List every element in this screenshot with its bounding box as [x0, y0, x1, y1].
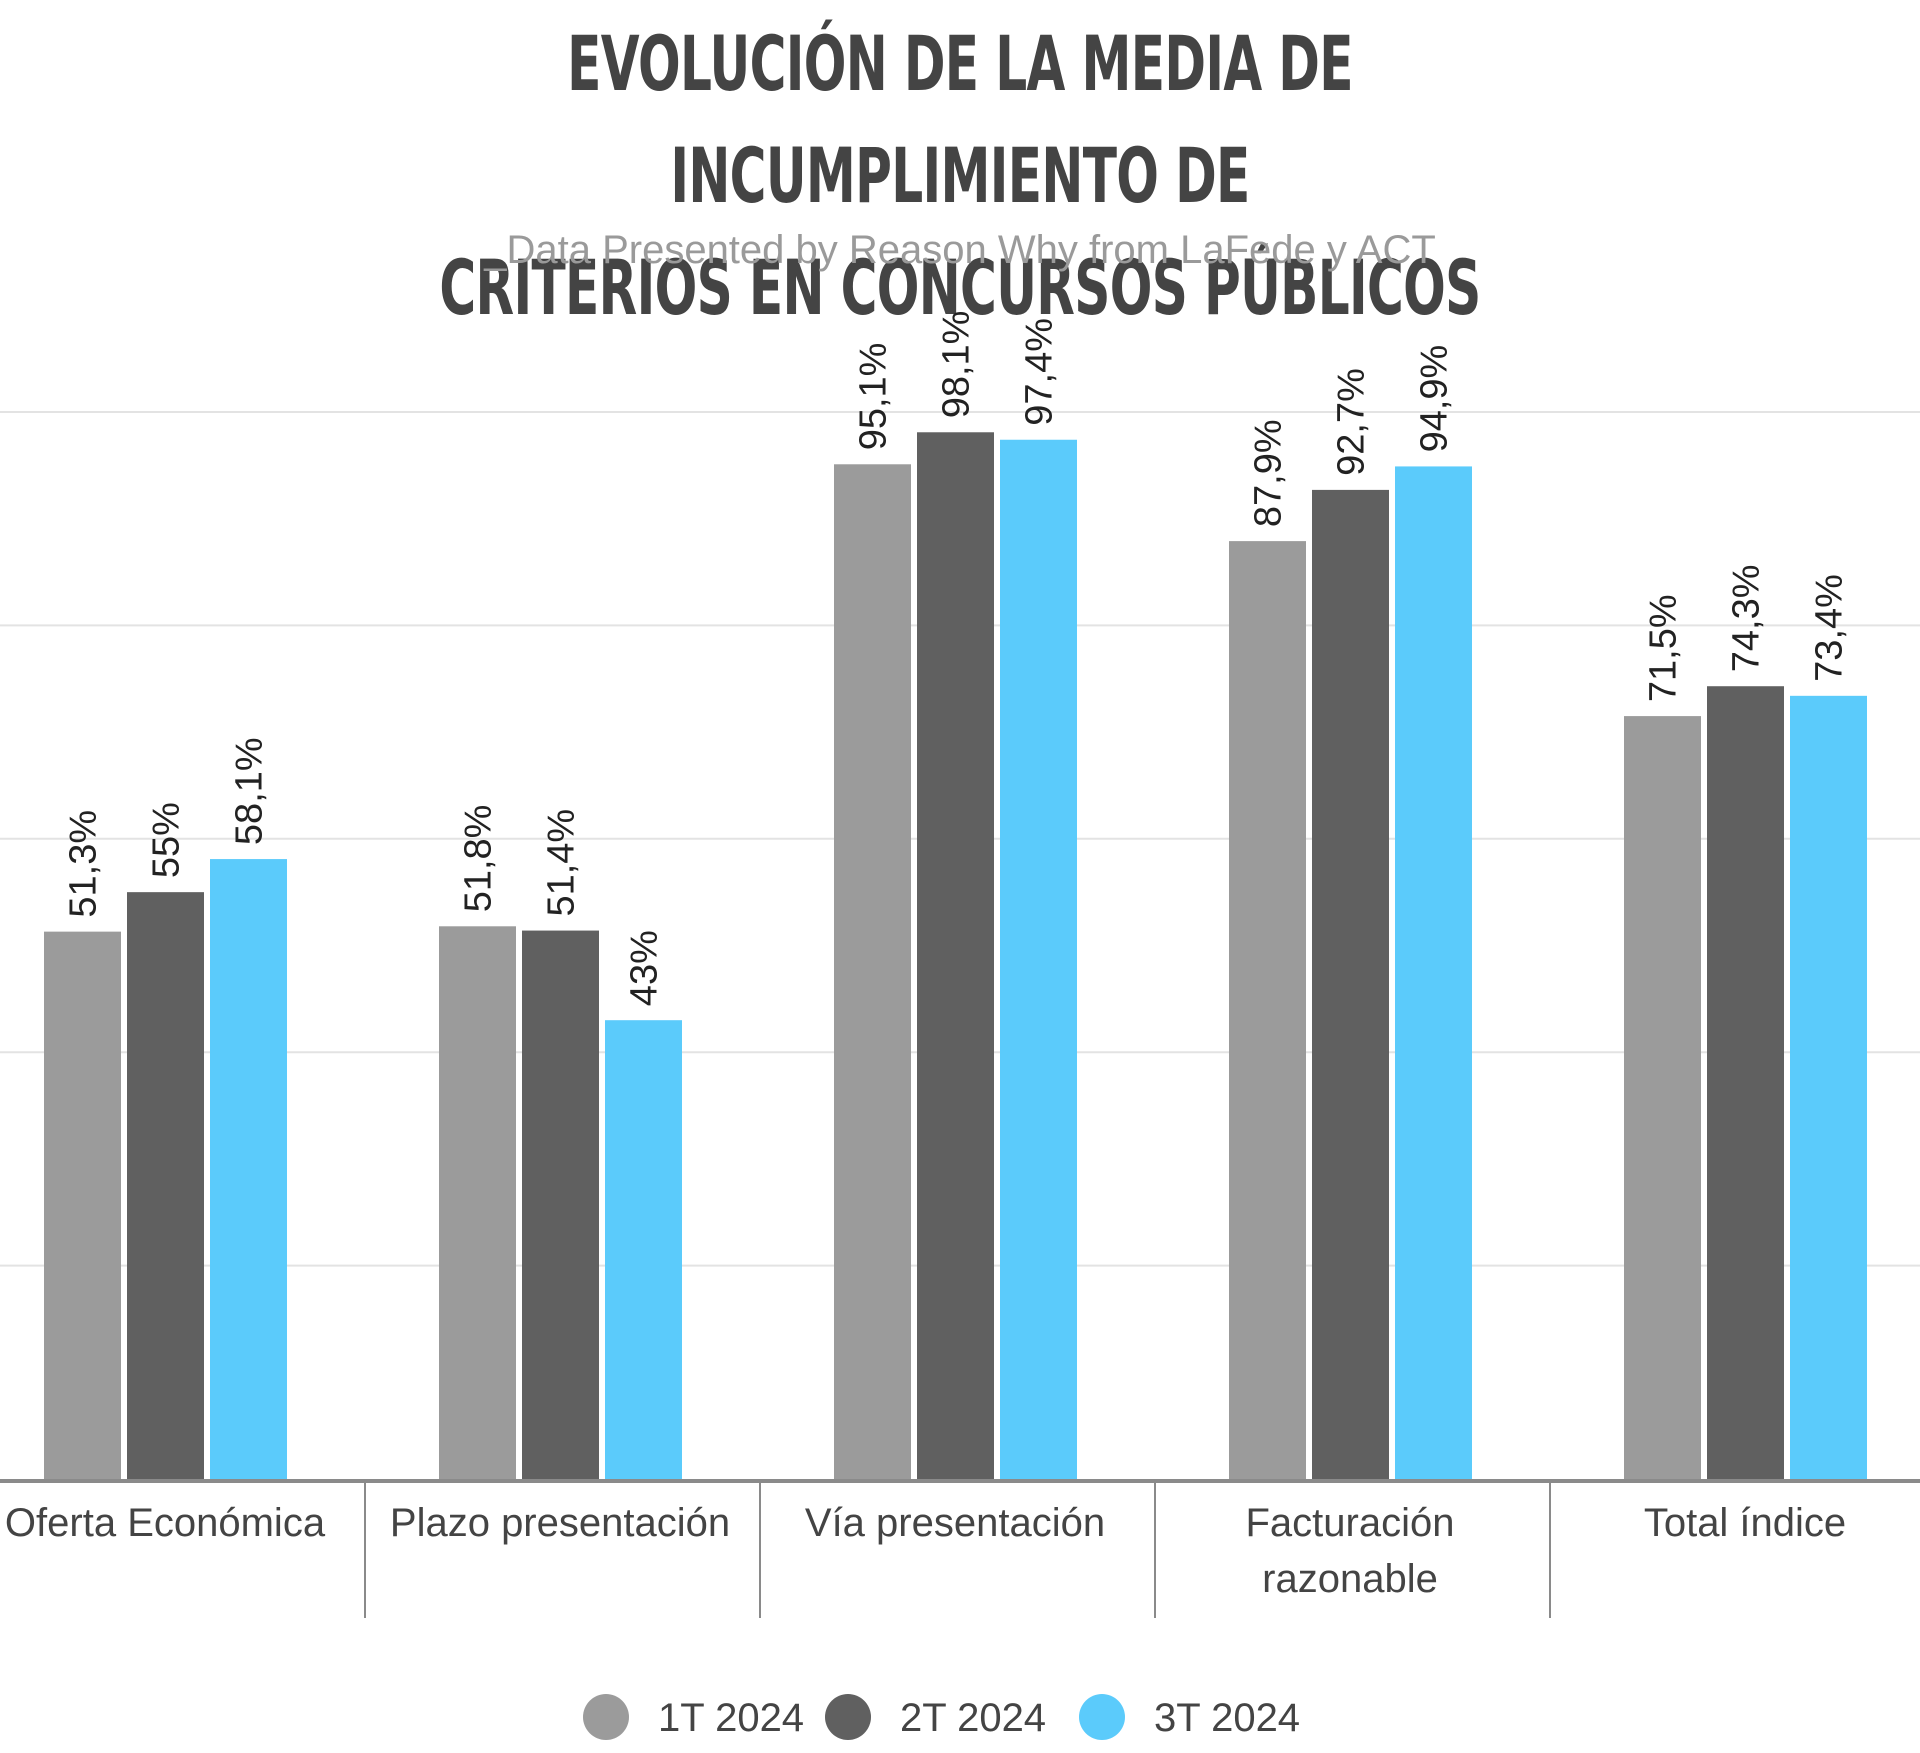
bar-2-2t-2024 [522, 930, 599, 1479]
value-label: 55% [146, 802, 188, 878]
title-line-1: EVOLUCIÓN DE LA MEDIA DE INCUMPLIMIENTO … [567, 19, 1353, 220]
legend-label: 3T 2024 [1154, 1696, 1300, 1740]
legend-marker [825, 1694, 871, 1740]
category-label: Oferta Económica [5, 1501, 326, 1545]
value-label: 58,1% [229, 737, 271, 845]
value-label: 74,3% [1726, 564, 1768, 672]
legend-label: 2T 2024 [900, 1696, 1046, 1740]
value-label: 97,4% [1019, 318, 1061, 426]
bar-1-2t-2024 [127, 892, 204, 1479]
chart-subtitle: _Data Presented by Reason Why from LaFed… [484, 228, 1436, 272]
bar-5-1t-2024 [1624, 716, 1701, 1479]
category-label: Plazo presentación [390, 1501, 730, 1545]
bar-3-1t-2024 [834, 464, 911, 1480]
bar-3-2t-2024 [917, 432, 994, 1480]
value-label: 98,1% [936, 311, 978, 419]
value-label: 95,1% [853, 343, 895, 451]
legend-marker [583, 1694, 629, 1740]
value-label: 94,9% [1414, 345, 1456, 453]
bar-4-1t-2024 [1229, 541, 1306, 1479]
bar-1-3t-2024 [210, 859, 287, 1479]
value-label: 43% [624, 930, 666, 1006]
bar-4-2t-2024 [1312, 489, 1389, 1479]
value-label: 51,4% [541, 809, 583, 917]
value-label: 87,9% [1248, 419, 1290, 527]
value-label: 73,4% [1809, 574, 1851, 682]
bar-4-3t-2024 [1395, 466, 1472, 1479]
value-label: 51,3% [63, 810, 105, 918]
bar-5-3t-2024 [1790, 695, 1867, 1479]
value-label: 92,7% [1331, 368, 1373, 476]
bar-5-2t-2024 [1707, 686, 1784, 1479]
category-label: razonable [1262, 1557, 1438, 1601]
bar-2-3t-2024 [605, 1020, 682, 1479]
value-label: 71,5% [1643, 594, 1685, 702]
bar-2-1t-2024 [439, 926, 516, 1479]
chart-title: EVOLUCIÓN DE LA MEDIA DE INCUMPLIMIENTO … [326, 8, 1593, 344]
value-label: 51,8% [458, 805, 500, 913]
category-label: Total índice [1644, 1501, 1846, 1545]
category-label: Vía presentación [805, 1501, 1105, 1545]
legend-marker [1079, 1694, 1125, 1740]
bar-1-1t-2024 [44, 931, 121, 1479]
category-label: Facturación [1246, 1501, 1455, 1545]
bar-3-3t-2024 [1000, 439, 1077, 1480]
legend-label: 1T 2024 [658, 1696, 804, 1740]
title-line-2: CRITERIOS EN CONCURSOS PÚBLICOS [439, 243, 1481, 332]
